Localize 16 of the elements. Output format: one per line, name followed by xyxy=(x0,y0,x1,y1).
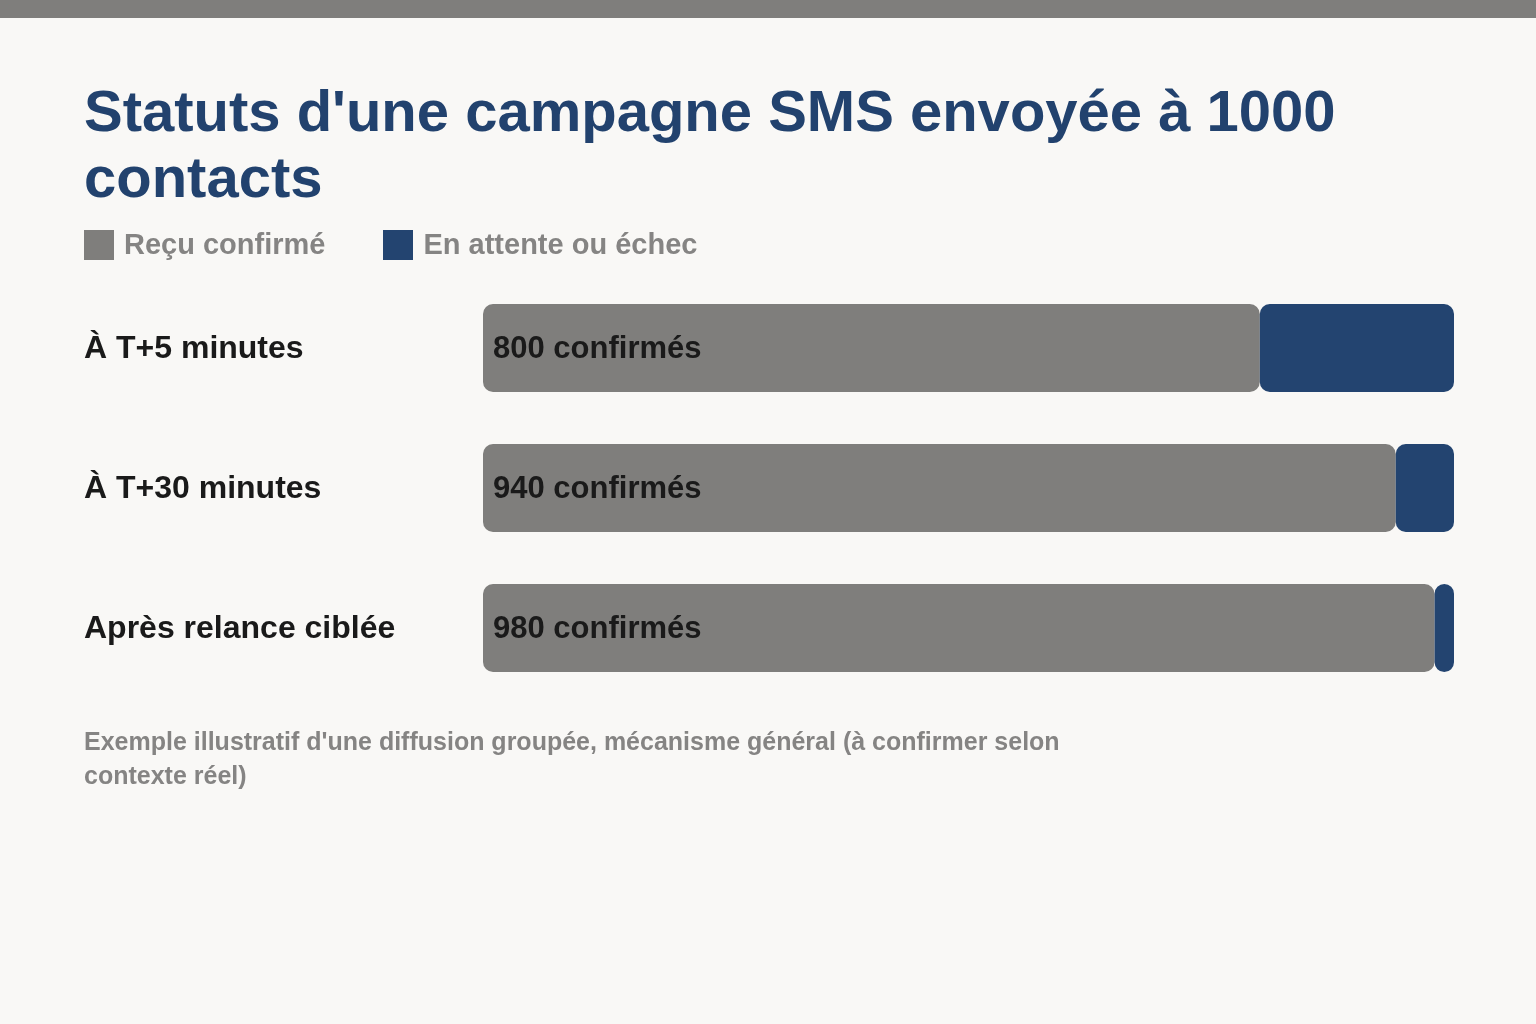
data-label: 980 confirmés xyxy=(493,610,702,646)
bar xyxy=(1434,584,1454,672)
y-tick-label: À T+30 minutes xyxy=(84,469,322,506)
y-tick-label: Après relance ciblée xyxy=(84,609,396,646)
bar xyxy=(483,444,1396,532)
text: Exemple illustratif d'une diffusion groupée, mécanisme général (à confirmer selon contexte réel) xyxy=(84,726,1061,791)
bar xyxy=(483,304,1260,392)
bar xyxy=(1259,304,1454,392)
legend-label: Reçu confirmé xyxy=(124,228,326,261)
bar xyxy=(1395,444,1454,532)
y-tick-label: À T+5 minutes xyxy=(84,329,304,366)
bar xyxy=(483,584,1435,672)
data-label: 800 confirmés xyxy=(493,330,702,366)
data-label: 940 confirmés xyxy=(493,470,702,506)
chart-title: Statuts d'une campagne SMS envoyée à 1000 contacts xyxy=(84,78,1337,210)
legend-label: En attente ou échec xyxy=(423,228,698,261)
